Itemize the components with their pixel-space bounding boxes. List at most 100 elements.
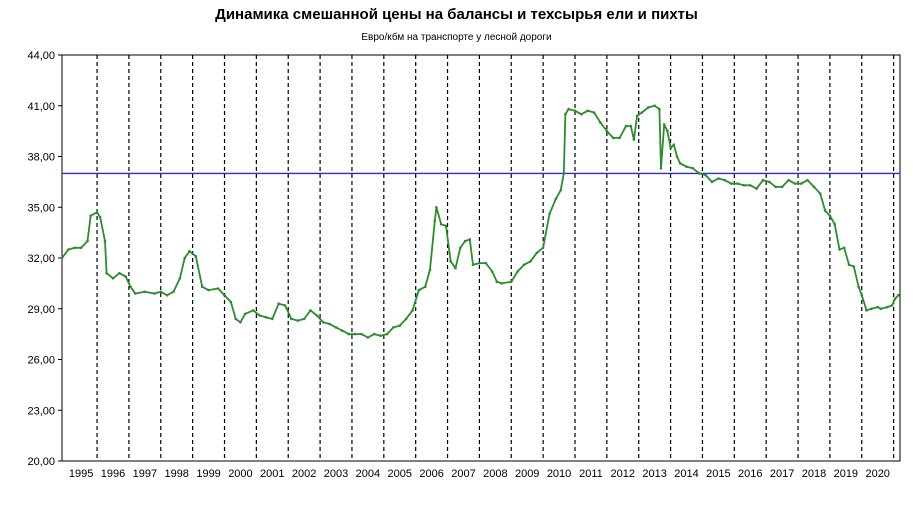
- data-point: [143, 290, 147, 294]
- data-point: [890, 304, 894, 307]
- data-point: [165, 293, 169, 297]
- data-point: [423, 285, 427, 289]
- data-point: [838, 248, 841, 251]
- data-point: [439, 222, 443, 226]
- data-point: [67, 248, 70, 251]
- x-tick-label: 2006: [419, 468, 443, 480]
- data-point: [787, 178, 790, 182]
- data-point: [379, 334, 382, 338]
- data-point: [392, 326, 395, 329]
- data-point: [669, 146, 672, 150]
- data-point: [522, 263, 526, 267]
- data-point: [454, 266, 457, 270]
- data-point: [629, 124, 633, 128]
- data-point: [847, 263, 851, 267]
- x-tick-label: 2013: [642, 468, 666, 480]
- data-point: [736, 182, 739, 185]
- x-tick-label: 1995: [69, 468, 93, 480]
- data-point: [876, 305, 879, 309]
- x-tick-label: 2008: [483, 468, 507, 480]
- data-point: [385, 332, 389, 336]
- data-point: [290, 317, 293, 321]
- data-point: [271, 317, 274, 321]
- x-tick-label: 2016: [738, 468, 762, 480]
- data-point: [129, 285, 132, 289]
- data-point: [334, 326, 338, 329]
- data-point: [510, 280, 513, 284]
- data-point: [666, 129, 669, 133]
- data-point: [366, 336, 370, 339]
- x-tick-label: 1998: [164, 468, 188, 480]
- data-point: [433, 219, 437, 223]
- data-point: [842, 246, 846, 250]
- x-tick-label: 2001: [260, 468, 284, 480]
- data-point: [748, 184, 752, 187]
- data-point: [541, 246, 545, 250]
- data-point: [60, 256, 64, 260]
- data-point: [341, 329, 344, 333]
- data-point: [468, 238, 472, 241]
- data-point: [428, 268, 432, 272]
- data-point: [774, 185, 777, 189]
- data-point: [564, 112, 567, 116]
- data-point: [812, 185, 816, 189]
- data-point: [478, 261, 481, 265]
- data-point: [264, 315, 268, 319]
- data-point: [611, 136, 615, 140]
- data-point: [234, 317, 237, 321]
- data-point: [183, 256, 186, 260]
- data-point: [309, 309, 312, 312]
- data-point: [105, 271, 108, 275]
- data-point: [471, 263, 475, 267]
- data-point: [229, 300, 233, 304]
- data-point: [710, 180, 714, 184]
- data-point: [828, 214, 832, 217]
- x-tick-label: 2005: [388, 468, 412, 480]
- x-tick-label: 2020: [865, 468, 889, 480]
- data-point: [647, 106, 650, 109]
- data-point: [857, 285, 860, 289]
- y-tick-label: 20,00: [27, 456, 55, 468]
- y-tick-label: 29,00: [27, 304, 55, 316]
- data-point: [897, 293, 900, 297]
- x-tick-label: 2003: [324, 468, 348, 480]
- x-tick-label: 2002: [292, 468, 316, 480]
- data-point: [635, 114, 639, 118]
- data-point: [562, 172, 566, 175]
- data-point: [398, 324, 402, 328]
- y-tick-label: 41,00: [27, 101, 55, 113]
- x-tick-label: 2011: [579, 468, 603, 480]
- data-point: [659, 167, 663, 170]
- data-point: [207, 288, 210, 292]
- data-point: [860, 293, 864, 297]
- y-tick-label: 35,00: [27, 202, 55, 214]
- x-tick-label: 2014: [674, 468, 698, 480]
- data-point: [793, 182, 797, 185]
- data-point: [98, 216, 102, 219]
- data-point: [178, 277, 182, 280]
- data-point: [833, 222, 836, 226]
- x-tick-label: 2000: [228, 468, 252, 480]
- data-point: [124, 275, 127, 278]
- data-point: [865, 309, 868, 312]
- data-point: [283, 304, 287, 307]
- data-point: [768, 180, 771, 184]
- data-point: [516, 270, 519, 273]
- data-point: [852, 265, 856, 268]
- data-point: [632, 138, 636, 141]
- data-point: [200, 285, 204, 289]
- data-point: [806, 178, 809, 182]
- data-point: [640, 111, 644, 114]
- data-point: [819, 192, 822, 195]
- data-point: [691, 167, 695, 170]
- data-point: [567, 107, 570, 111]
- data-point: [704, 173, 707, 177]
- data-point: [258, 314, 261, 317]
- data-point: [353, 332, 357, 336]
- data-point: [723, 178, 727, 182]
- chart-title: Динамика смешанной цены на балансы и тех…: [215, 6, 698, 23]
- plot-area: [61, 54, 901, 462]
- data-point: [435, 206, 438, 209]
- data-point: [624, 124, 628, 128]
- data-point: [653, 104, 656, 108]
